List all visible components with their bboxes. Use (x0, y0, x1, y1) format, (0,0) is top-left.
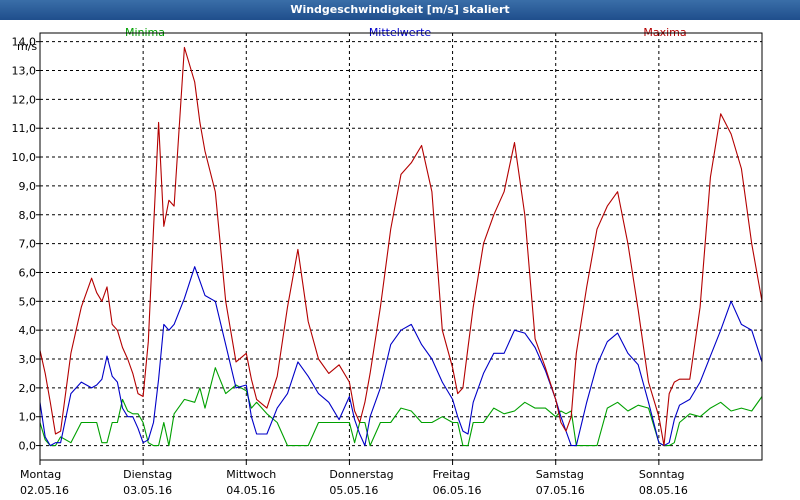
y-tick-label: 12,0 (12, 93, 37, 106)
y-tick-label: 6,0 (19, 266, 37, 279)
series-line-minima (39, 367, 763, 447)
x-tick-label-date: 05.05.16 (329, 484, 378, 497)
y-tick-label: 0,0 (19, 440, 37, 453)
x-tick-label-date: 08.05.16 (639, 484, 688, 497)
x-tick-label-date: 06.05.16 (433, 484, 482, 497)
x-tick-label-day: Samstag (536, 468, 584, 481)
y-tick-label: 8,0 (19, 209, 37, 222)
y-tick-label: 13,0 (12, 65, 37, 78)
wind-speed-chart: m/s Minima Mittelwerte Maxima 0,01,02,03,0… (0, 20, 800, 500)
x-tick-label-day: Donnerstag (329, 468, 393, 481)
series-line-mittelwerte (39, 266, 763, 447)
x-tick-label-day: Sonntag (639, 468, 685, 481)
window-title: Windgeschwindigkeit [m/s] skaliert (0, 0, 800, 20)
y-tick-label: 2,0 (19, 382, 37, 395)
y-tick-label: 1,0 (19, 411, 37, 424)
y-tick-label: 5,0 (19, 295, 37, 308)
y-tick-label: 4,0 (19, 324, 37, 337)
plot-border (39, 32, 763, 461)
y-tick-label: 11,0 (12, 122, 37, 135)
y-tick-label: 9,0 (19, 180, 37, 193)
x-tick-label-date: 07.05.16 (536, 484, 585, 497)
y-tick-label: 14,0 (12, 36, 37, 49)
x-tick-label-day: Mittwoch (226, 468, 276, 481)
x-tick-label-day: Freitag (433, 468, 471, 481)
y-tick-label: 7,0 (19, 238, 37, 251)
x-tick-label-date: 02.05.16 (20, 484, 69, 497)
y-axis-unit-label: m/s (17, 40, 37, 53)
x-tick-label-date: 03.05.16 (123, 484, 172, 497)
x-tick-label-date: 04.05.16 (226, 484, 275, 497)
x-tick-label-day: Dienstag (123, 468, 172, 481)
chart-background (0, 20, 800, 500)
y-tick-label: 10,0 (12, 151, 37, 164)
series-line-maxima (39, 46, 763, 447)
x-tick-label-day: Montag (20, 468, 61, 481)
y-tick-label: 3,0 (19, 353, 37, 366)
